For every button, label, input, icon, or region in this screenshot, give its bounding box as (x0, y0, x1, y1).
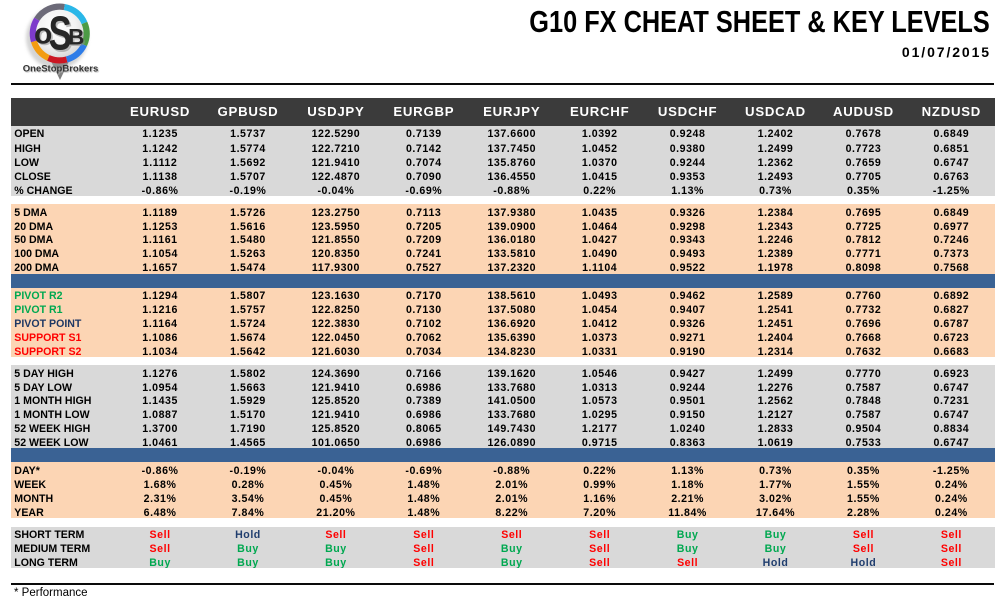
svg-text:B: B (68, 24, 84, 49)
svg-text:OneStopBrokers: OneStopBrokers (23, 64, 99, 75)
svg-text:B: B (70, 26, 86, 51)
svg-text:S: S (49, 6, 72, 60)
svg-text:S: S (50, 8, 73, 62)
svg-text:o: o (34, 18, 52, 51)
svg-text:o: o (36, 19, 54, 52)
